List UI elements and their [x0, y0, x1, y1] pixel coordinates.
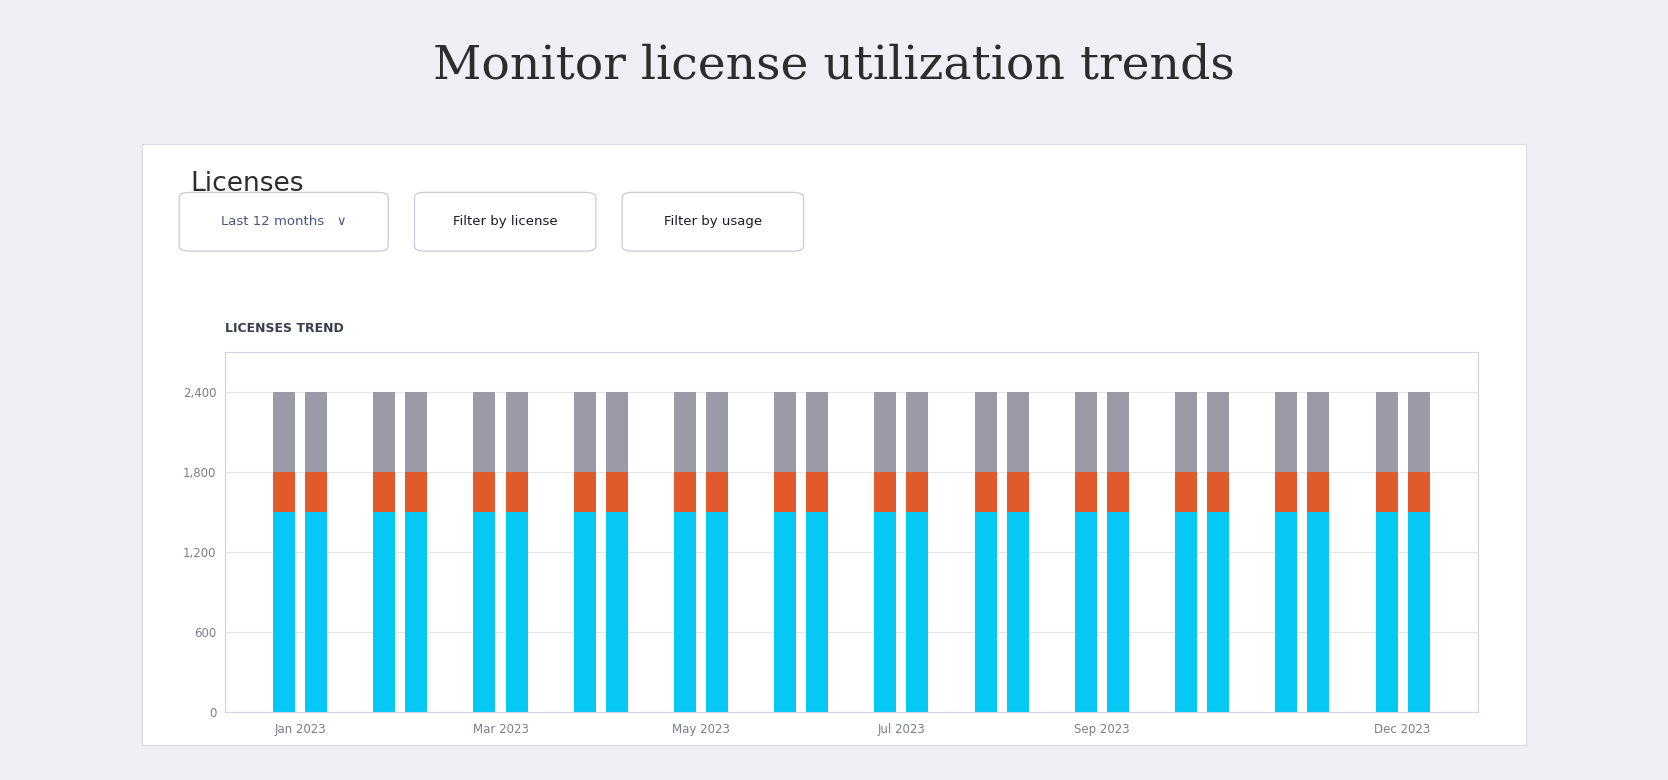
Bar	[1074, 392, 1098, 472]
Bar	[1007, 392, 1029, 472]
FancyBboxPatch shape	[178, 193, 389, 251]
Bar	[774, 392, 796, 472]
Bar	[505, 512, 527, 712]
Bar	[774, 472, 796, 512]
Bar	[674, 392, 696, 472]
Bar	[1208, 512, 1229, 712]
Text: LICENSES TREND: LICENSES TREND	[225, 322, 344, 335]
Bar	[706, 392, 727, 472]
Bar	[1408, 392, 1429, 472]
Bar	[1276, 512, 1298, 712]
Bar	[605, 512, 627, 712]
Bar	[806, 392, 829, 472]
Bar	[1108, 472, 1129, 512]
Bar	[774, 512, 796, 712]
Bar	[505, 392, 527, 472]
Bar	[274, 392, 295, 472]
Bar	[874, 392, 896, 472]
Bar	[906, 392, 929, 472]
Bar	[1108, 512, 1129, 712]
Bar	[405, 472, 427, 512]
Bar	[1276, 472, 1298, 512]
Bar	[474, 472, 495, 512]
Bar	[1308, 472, 1329, 512]
Bar	[305, 392, 327, 472]
Bar	[1376, 392, 1398, 472]
Bar	[1308, 392, 1329, 472]
Text: Monitor license utilization trends: Monitor license utilization trends	[434, 44, 1234, 89]
Bar	[806, 512, 829, 712]
Bar	[305, 512, 327, 712]
Bar	[374, 392, 395, 472]
Bar	[374, 472, 395, 512]
Bar	[405, 392, 427, 472]
Bar	[706, 472, 727, 512]
Bar	[574, 472, 595, 512]
Bar	[1208, 392, 1229, 472]
Bar	[605, 392, 627, 472]
Bar	[706, 512, 727, 712]
Bar	[974, 392, 997, 472]
Bar	[1376, 472, 1398, 512]
Bar	[974, 512, 997, 712]
Bar	[906, 472, 929, 512]
Bar	[974, 472, 997, 512]
Bar	[274, 472, 295, 512]
Bar	[1108, 392, 1129, 472]
Bar	[874, 472, 896, 512]
Bar	[505, 472, 527, 512]
Bar	[1408, 472, 1429, 512]
Bar	[806, 472, 829, 512]
Bar	[1376, 512, 1398, 712]
Bar	[605, 472, 627, 512]
Bar	[474, 392, 495, 472]
Text: Filter by license: Filter by license	[454, 215, 557, 229]
Bar	[1408, 512, 1429, 712]
Bar	[405, 512, 427, 712]
Bar	[1174, 472, 1198, 512]
Bar	[474, 512, 495, 712]
Bar	[1074, 512, 1098, 712]
Bar	[574, 392, 595, 472]
Bar	[1074, 472, 1098, 512]
Bar	[674, 512, 696, 712]
FancyBboxPatch shape	[622, 193, 804, 251]
Bar	[674, 472, 696, 512]
FancyBboxPatch shape	[415, 193, 595, 251]
Bar	[574, 512, 595, 712]
Bar	[906, 512, 929, 712]
Bar	[1174, 392, 1198, 472]
Bar	[1208, 472, 1229, 512]
Bar	[305, 472, 327, 512]
Bar	[1308, 512, 1329, 712]
Bar	[874, 512, 896, 712]
Text: Licenses: Licenses	[190, 172, 304, 197]
Text: Last 12 months   ∨: Last 12 months ∨	[220, 215, 347, 229]
Bar	[1007, 472, 1029, 512]
Bar	[374, 512, 395, 712]
Bar	[274, 512, 295, 712]
Bar	[1276, 392, 1298, 472]
Bar	[1174, 512, 1198, 712]
Bar	[1007, 512, 1029, 712]
Text: Filter by usage: Filter by usage	[664, 215, 762, 229]
